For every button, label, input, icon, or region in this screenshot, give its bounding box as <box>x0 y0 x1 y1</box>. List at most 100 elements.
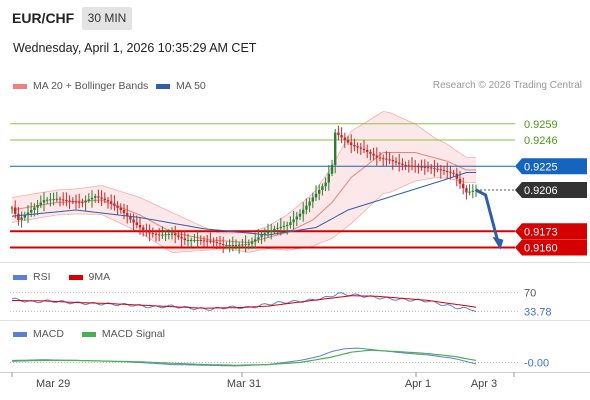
candle-body <box>215 242 218 244</box>
candle-body <box>442 170 446 171</box>
candle-body <box>257 237 260 240</box>
candle-body <box>353 145 356 147</box>
candle-body <box>196 240 199 241</box>
candle-body <box>238 244 241 246</box>
legend-ma50-label: MA 50 <box>176 80 206 92</box>
candle-body <box>42 200 46 203</box>
candle-body <box>391 160 394 162</box>
candle-body <box>260 235 263 238</box>
macd-signal-swatch <box>81 331 96 337</box>
candle-body <box>138 225 142 228</box>
candle-body <box>471 190 474 192</box>
candle-body <box>33 207 36 210</box>
candle-body <box>106 200 110 202</box>
candle-body <box>247 243 250 245</box>
candle-body <box>426 167 430 169</box>
candle-body <box>350 142 353 145</box>
candle-body <box>452 172 455 174</box>
bollinger-band-fill <box>12 111 476 253</box>
candle-body <box>282 225 286 227</box>
bollinger-swatch <box>13 83 27 89</box>
candle-body <box>334 132 337 165</box>
candle-body <box>55 198 58 200</box>
candle-body <box>20 217 23 220</box>
candle-body <box>308 201 311 206</box>
level-label-0.9246: 0.9246 <box>524 135 558 147</box>
candle-body <box>250 241 254 244</box>
rsi-level-label-70: 70 <box>524 288 536 300</box>
candle-body <box>225 245 228 246</box>
candle-body <box>71 201 74 203</box>
ma9-swatch <box>68 274 83 280</box>
candle-body <box>202 240 206 242</box>
legend-ma50: MA 50 <box>156 80 206 92</box>
candle-body <box>468 191 471 193</box>
candle-body <box>180 236 183 239</box>
candle-body <box>113 203 116 206</box>
research-credit: Research © 2026 Trading Central <box>432 80 582 91</box>
x-tick-label-0: Mar 29 <box>36 378 70 390</box>
candle-body <box>206 240 209 242</box>
timeframe-button[interactable]: 30 MIN <box>82 7 132 30</box>
chart-header: EUR/CHF 30 MIN Wednesday, April 1, 2026 … <box>0 0 590 70</box>
candle-body <box>324 182 327 187</box>
candle-body <box>356 146 359 148</box>
candle-body <box>158 234 161 236</box>
candle-body <box>401 163 404 165</box>
candle-body <box>119 207 122 210</box>
candle-body <box>439 169 442 171</box>
candle-body <box>87 199 90 201</box>
candle-body <box>417 166 420 168</box>
x-tick-label-3: Apr 3 <box>471 378 497 390</box>
candle-body <box>346 140 350 143</box>
candle-body <box>218 243 222 245</box>
candle-body <box>436 168 439 170</box>
candle-body <box>462 183 465 189</box>
macd-swatch <box>13 331 27 337</box>
rsi-legend: RSI 9MA <box>13 271 110 283</box>
level-tag-support <box>515 239 587 256</box>
candle-body <box>385 158 388 160</box>
candle-body <box>145 230 148 233</box>
candle-body <box>254 239 257 242</box>
candle-body <box>177 235 180 237</box>
candle-body <box>343 137 346 140</box>
candle-body <box>446 170 449 172</box>
rsi-swatch <box>13 274 27 280</box>
candle-body <box>26 212 30 215</box>
candle-body <box>142 227 145 230</box>
candle-body <box>359 147 362 149</box>
candle-body <box>84 200 87 203</box>
candle-body <box>244 244 247 246</box>
candle-body <box>174 233 177 236</box>
ma50-swatch <box>156 83 170 89</box>
candle-body <box>46 199 49 201</box>
candle-body <box>340 135 343 138</box>
instrument-symbol: EUR/CHF <box>12 10 75 26</box>
candle-body <box>183 238 186 240</box>
candle-body <box>455 173 458 179</box>
candle-body <box>49 199 52 201</box>
candle-body <box>23 215 26 218</box>
candle-body <box>276 227 279 229</box>
candle-body <box>414 165 417 167</box>
candle-body <box>298 213 302 217</box>
candle-body <box>122 210 126 214</box>
candle-body <box>382 158 385 160</box>
candle-body <box>36 205 39 208</box>
level-tag-pivot <box>515 158 587 175</box>
candle-body <box>14 207 17 214</box>
forecast-arrow-head <box>492 236 504 250</box>
legend-bollinger-label: MA 20 + Bollinger Bands <box>33 80 149 92</box>
rsi-level-label-33.78: 33.78 <box>524 306 552 318</box>
candle-body <box>231 245 234 246</box>
candle-body <box>39 202 42 205</box>
level-label-0.9206: 0.9206 <box>524 185 558 197</box>
candle-body <box>17 213 20 220</box>
candle-body <box>305 205 308 210</box>
candle-body <box>212 241 215 243</box>
candle-body <box>135 222 138 225</box>
candle-body <box>148 232 151 234</box>
x-tick-label-1: Mar 31 <box>227 378 261 390</box>
